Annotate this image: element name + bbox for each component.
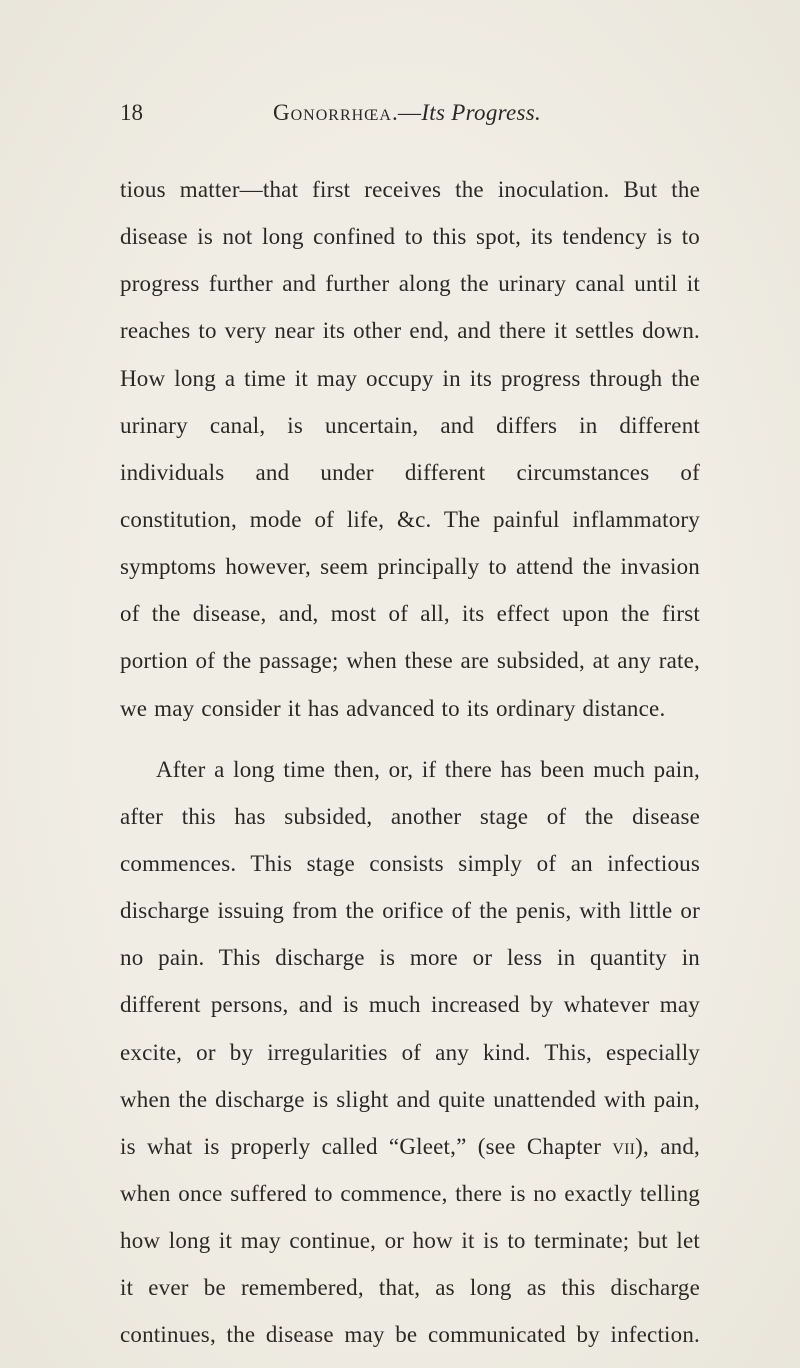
page-number: 18 — [120, 100, 143, 126]
running-title-sub: Its Progress. — [421, 100, 541, 125]
scanned-page: 18 Gonorrhœa.—Its Progress. tious matter… — [0, 0, 800, 1368]
paragraph-2: After a long time then, or, if there has… — [120, 746, 700, 1368]
p2-chapter-roman: vii — [612, 1134, 635, 1159]
body-text: tious matter—that first receives the ino… — [120, 166, 700, 1368]
running-title: Gonorrhœa.—Its Progress. — [273, 100, 541, 126]
p2-run-a: After a long time then, or, if there has… — [120, 757, 700, 1159]
page-header: 18 Gonorrhœa.—Its Progress. — [120, 100, 700, 126]
paragraph-1: tious matter—that first receives the ino… — [120, 166, 700, 732]
running-title-main: Gonorrhœa — [273, 100, 392, 125]
p2-run-b: ), and, when once suffered to commence, … — [120, 1134, 700, 1368]
running-title-sep: .— — [392, 100, 421, 125]
